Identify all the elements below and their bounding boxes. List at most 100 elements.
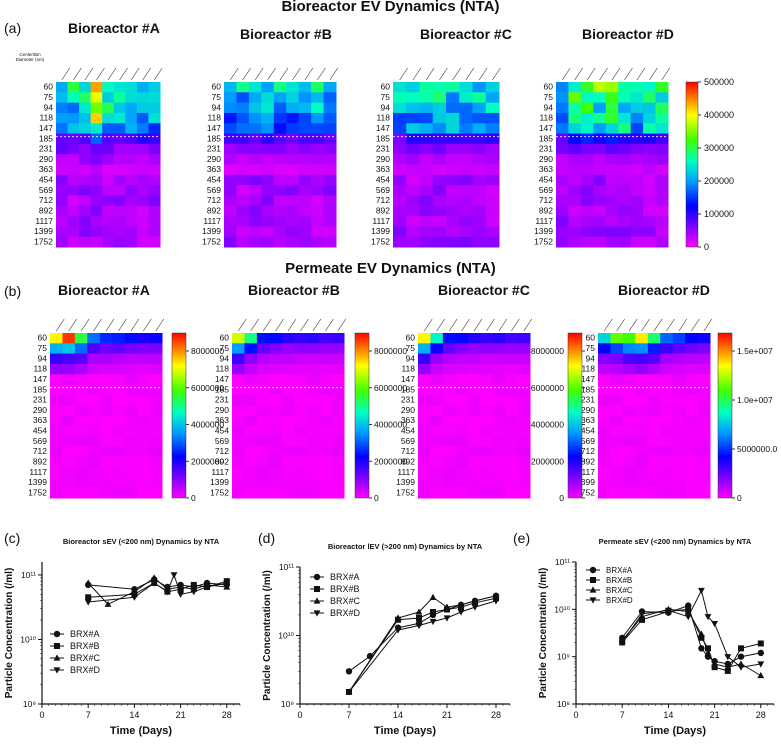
heatmap-cell — [660, 374, 674, 386]
heatmap-cell — [660, 456, 674, 468]
heatmap-cell — [224, 226, 237, 238]
heatmap-cell — [430, 446, 444, 458]
heatmap-cell — [148, 123, 161, 135]
heatmap-cell — [149, 487, 163, 499]
heatmap-cell — [459, 226, 473, 238]
heatmap-cell — [442, 436, 456, 447]
heatmap-cell — [505, 333, 519, 344]
heatmap-cell — [244, 353, 258, 365]
y-tick-label: 290 — [39, 154, 53, 164]
point-marker — [698, 587, 705, 595]
point-marker — [705, 645, 711, 652]
point-marker — [203, 584, 211, 591]
heatmap-cell — [480, 456, 494, 468]
heatmap-cell — [672, 477, 686, 489]
heatmap-cell — [442, 363, 456, 375]
heatmap-cell — [74, 405, 88, 416]
heatmap-cell — [67, 92, 80, 104]
heatmap-cell — [323, 92, 337, 104]
heatmap-cell — [137, 425, 151, 437]
y-tick-label: 363 — [39, 164, 53, 174]
heatmap-cell — [90, 143, 103, 155]
heatmap-cell — [419, 143, 434, 155]
heatmap-cell — [319, 436, 333, 447]
heatmap-cell — [224, 102, 237, 114]
heatmap-cell — [406, 82, 420, 93]
heatmap-cell — [137, 394, 151, 406]
heatmap-cell — [232, 343, 245, 355]
heatmap-cell — [56, 133, 69, 145]
heatmap-cell — [113, 112, 126, 124]
series-BRX#D — [345, 598, 500, 696]
heatmap-cell — [311, 164, 325, 176]
heatmap-cell — [643, 154, 657, 165]
heatmap-cell — [90, 154, 103, 165]
heatmap-cell — [79, 82, 92, 93]
colorbar-tick-label: 1.5e+007 — [737, 346, 773, 356]
colorbar-tick-label: 8000000 — [531, 346, 564, 356]
heatmap-cell — [610, 467, 624, 478]
heatmap-cell — [74, 477, 88, 489]
heatmap-cell — [406, 185, 420, 196]
y-tick-label: 1399 — [371, 226, 390, 236]
heatmap-cell — [556, 92, 569, 104]
heatmap-cell — [610, 405, 624, 416]
heatmap-cell — [610, 456, 624, 468]
heatmap-cell — [643, 133, 657, 145]
heatmap-cell — [393, 205, 407, 217]
heatmap-cell — [236, 123, 250, 135]
heatmap-cell — [630, 226, 644, 238]
heatmap-cell — [74, 436, 88, 447]
heatmap-cell — [149, 343, 163, 355]
heatmap-cell — [136, 185, 149, 196]
heatmap-cell — [610, 384, 624, 396]
heatmap-cell — [113, 133, 126, 145]
heatmap-cell — [622, 394, 636, 406]
heatmap-cell — [149, 436, 163, 447]
column-header-mark — [599, 67, 608, 81]
legend-label: BRX#B — [70, 641, 100, 651]
hm-b-title-3: Bioreactor #C — [438, 282, 530, 298]
point-marker — [638, 611, 646, 618]
heatmap-cell — [56, 123, 69, 135]
heatmap-cell — [298, 226, 312, 238]
x-tick-label: 21 — [176, 710, 186, 720]
heatmap-cell — [286, 133, 300, 145]
heatmap-cell — [74, 446, 88, 458]
heatmap-cell — [137, 487, 151, 499]
heatmap-cell — [124, 477, 138, 489]
heatmap-cell — [261, 195, 275, 207]
y-tick-label: 231 — [33, 395, 47, 405]
y-tick-label: 290 — [581, 405, 595, 415]
y-tick-label: 185 — [539, 133, 553, 143]
series-line — [348, 595, 497, 693]
heatmap-cell — [236, 133, 250, 145]
heatmap-cell — [556, 216, 569, 227]
heatmap-cell — [472, 216, 487, 227]
heatmap-cell — [269, 405, 283, 416]
heatmap-cell — [99, 456, 113, 468]
heatmap-cell — [90, 226, 103, 238]
heatmap-cell — [224, 185, 237, 196]
column-header-mark — [478, 67, 488, 81]
column-header-mark — [461, 318, 470, 332]
point-marker — [85, 594, 92, 601]
heatmap-cell — [418, 405, 431, 416]
heatmap-cell — [467, 415, 481, 427]
column-header-mark — [561, 67, 571, 81]
heatmap-cell — [99, 374, 113, 386]
y-tick-label: 290 — [207, 154, 221, 164]
heatmap-cell — [56, 82, 69, 93]
heatmap-cell — [580, 112, 594, 124]
heatmap-cell — [256, 477, 270, 489]
heatmap-cell — [622, 467, 636, 478]
heatmap-cell — [517, 446, 531, 458]
heatmap-cell — [74, 467, 88, 478]
heatmap-cell — [618, 195, 632, 207]
heatmap-cell — [406, 123, 420, 135]
heatmap-cell — [467, 425, 481, 437]
legend-entry: BRX#C — [310, 596, 361, 606]
heatmap-cell — [112, 477, 126, 489]
column-header-mark — [498, 318, 508, 332]
heatmap-cell — [647, 446, 661, 458]
